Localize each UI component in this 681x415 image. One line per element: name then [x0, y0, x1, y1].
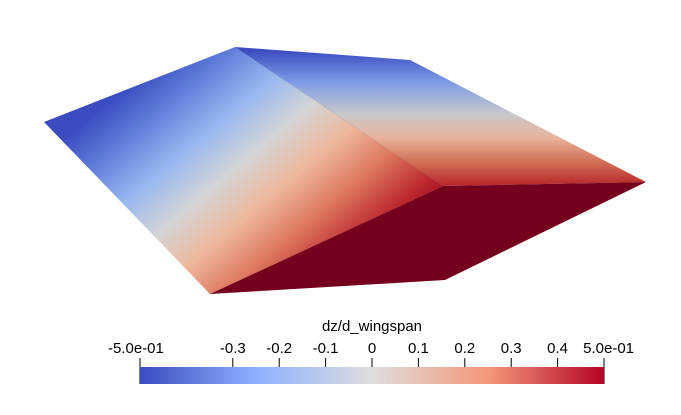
wing-lower-surface: [210, 182, 646, 294]
wing-right-surface: [235, 47, 646, 186]
scalar-bar-tick-label: 0.2: [454, 340, 475, 357]
scalar-bar-tick-label: -0.1: [313, 340, 339, 357]
wing-left-surface: [44, 47, 443, 294]
scalar-bar-gradient: [140, 367, 604, 384]
scalar-bar-tick-label: 0.3: [501, 340, 522, 357]
scalar-bar-tick-label: 0: [368, 340, 376, 357]
scalar-bar-tick-labels: -5.0e-01 -0.3 -0.2 -0.1 0 0.1 0.2 0.3 0.4 5.0e-01: [108, 340, 634, 357]
scalar-bar-tick-label: -0.2: [266, 340, 292, 357]
scalar-bar-tick-label: 0.4: [547, 340, 568, 357]
scalar-bar-title: dz/d_wingspan: [322, 318, 422, 335]
wing-ridge-edge: [234, 46, 444, 187]
scalar-bar-tick-label: 0.1: [408, 340, 429, 357]
scalar-bar-tick-label: 5.0e-01: [583, 340, 634, 357]
scalar-bar-tick-label: -5.0e-01: [108, 340, 164, 357]
scalar-bar-tick-label: -0.3: [220, 340, 246, 357]
